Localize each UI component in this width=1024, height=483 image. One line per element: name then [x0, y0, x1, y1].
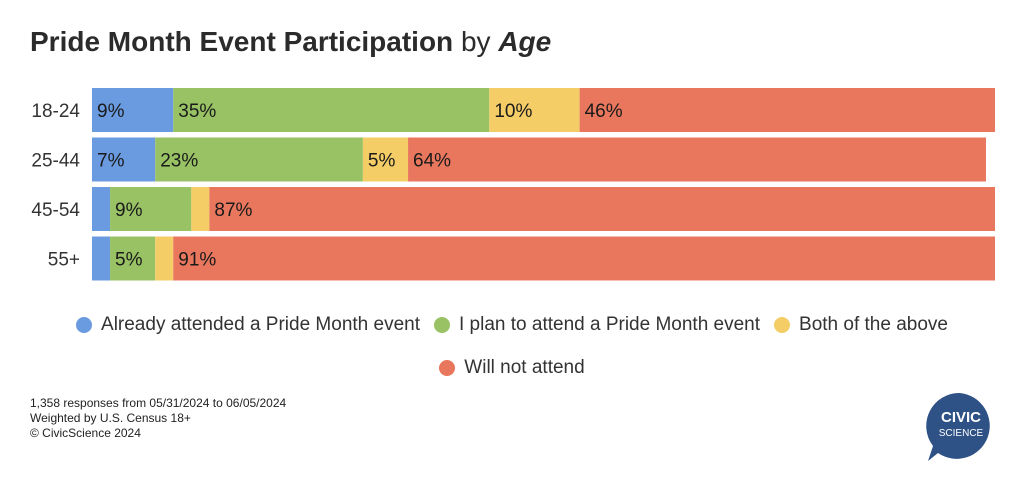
title-by: by: [460, 26, 491, 57]
bar-25-44-series-4: [408, 137, 986, 182]
footnote: 1,358 responses from 05/31/2024 to 06/05…: [30, 396, 286, 441]
bar-25-44-series-3: [362, 137, 409, 182]
bar-45-54-series-3: [191, 187, 210, 231]
data-label-18-24-series-3: 10%: [494, 101, 532, 122]
data-label-18-24-series-2: 35%: [178, 101, 216, 122]
legend-item-plan-to-attend: I plan to attend a Pride Month event: [434, 314, 760, 336]
legend-swatch-will-not-attend: [439, 360, 456, 376]
bar-18-24-series-4: [579, 88, 995, 132]
bar-18-24-series-3: [489, 88, 580, 132]
y-tick-label-18-24: 18-24: [31, 101, 80, 122]
data-label-55plus-series-4: 91%: [178, 250, 216, 271]
bar-55plus-series-3: [155, 236, 174, 281]
title-emphasis: Age: [498, 26, 552, 57]
bar-25-44-series-1: [92, 137, 156, 182]
data-label-55plus-series-2: 5%: [115, 250, 143, 271]
legend-label-both: Both of the above: [799, 314, 948, 335]
bar-18-24-series-1: [92, 88, 174, 132]
data-label-45-54-series-4: 87%: [214, 200, 252, 221]
bar-45-54-series-2: [110, 187, 192, 231]
legend-row-1: Already attended a Pride Month event I p…: [0, 314, 1024, 336]
footnote-copyright: © CivicScience 2024: [30, 426, 141, 440]
legend-swatch-plan-to-attend: [434, 317, 450, 333]
legend-item-will-not-attend: Will not attend: [439, 357, 585, 379]
legend-label-plan-to-attend: I plan to attend a Pride Month event: [459, 314, 761, 335]
bar-45-54-series-1: [92, 187, 111, 231]
footnote-weighting: Weighted by U.S. Census 18+: [30, 411, 191, 425]
legend-swatch-already-attended: [76, 317, 93, 333]
legend-row-2: Will not attend: [0, 357, 1024, 379]
y-tick-label-55plus: 55+: [48, 250, 80, 271]
bar-55plus-series-1: [92, 236, 111, 281]
data-label-25-44-series-2: 23%: [160, 151, 198, 172]
chart-title: Pride Month Event Participation by Age: [30, 26, 551, 58]
legend-label-already-attended: Already attended a Pride Month event: [101, 314, 420, 335]
bar-18-24-series-2: [173, 88, 490, 132]
data-label-25-44-series-4: 64%: [413, 151, 451, 172]
bar-55plus-series-4: [173, 236, 995, 281]
data-label-25-44-series-1: 7%: [97, 151, 125, 172]
legend-item-already-attended: Already attended a Pride Month event: [76, 314, 420, 336]
civicscience-logo: CIVIC SCIENCE: [926, 392, 990, 461]
legend-swatch-both: [774, 317, 791, 333]
logo-speech-bubble: [926, 392, 990, 461]
logo-text-science: SCIENCE: [939, 428, 984, 439]
stacked-bar-chart: 18-24 9% 35% 10% 46% 25-44 7% 23% 5% 64% 45-54 9% 87…: [31, 88, 995, 281]
bar-25-44-series-2: [155, 137, 363, 182]
bar-55plus-series-2: [110, 236, 156, 281]
data-label-25-44-series-3: 5%: [368, 151, 396, 172]
y-tick-label-45-54: 45-54: [31, 200, 80, 221]
legend-item-both: Both of the above: [774, 314, 948, 336]
legend-label-will-not-attend: Will not attend: [464, 357, 585, 378]
footnote-responses: 1,358 responses from 05/31/2024 to 06/05…: [30, 396, 287, 410]
logo-text-civic: CIVIC: [941, 409, 981, 426]
data-label-18-24-series-1: 9%: [97, 101, 125, 122]
data-label-18-24-series-4: 46%: [585, 101, 623, 122]
data-label-45-54-series-2: 9%: [115, 200, 143, 221]
y-tick-label-25-44: 25-44: [31, 151, 80, 172]
bar-45-54-series-4: [209, 187, 995, 231]
title-main: Pride Month Event Participation: [30, 26, 454, 57]
